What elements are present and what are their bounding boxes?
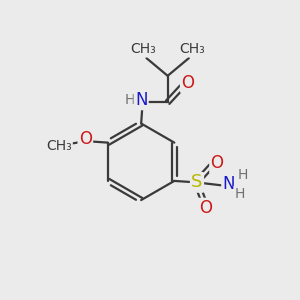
- Text: CH₃: CH₃: [46, 139, 72, 153]
- Text: O: O: [199, 199, 212, 217]
- Text: CH₃: CH₃: [130, 42, 156, 56]
- Text: O: O: [211, 154, 224, 172]
- Text: O: O: [79, 130, 92, 148]
- Text: S: S: [191, 173, 203, 191]
- Text: N: N: [223, 175, 235, 193]
- Text: O: O: [181, 74, 194, 92]
- Text: H: H: [235, 187, 245, 201]
- Text: H: H: [124, 93, 135, 107]
- Text: N: N: [135, 91, 147, 109]
- Text: H: H: [237, 168, 248, 182]
- Text: CH₃: CH₃: [179, 42, 205, 56]
